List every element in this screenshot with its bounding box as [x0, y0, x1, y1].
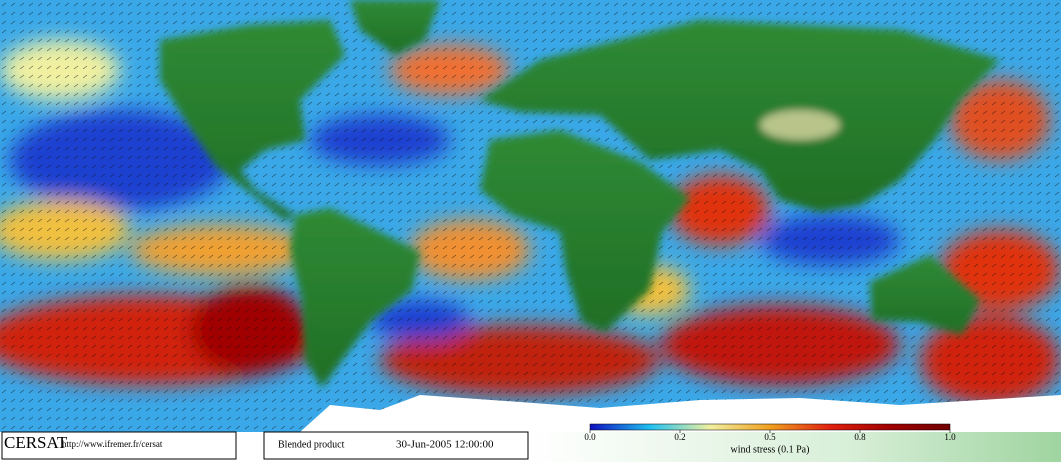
logo: CERSAT	[4, 433, 68, 452]
colorbar-tick-label: 0.2	[674, 432, 685, 442]
colorbar	[589, 423, 951, 431]
logo-box	[1, 431, 237, 460]
colorbar-tick-label: 0.0	[584, 432, 596, 442]
land-strip	[530, 432, 1061, 462]
colorbar-tick-label: 0.5	[764, 432, 776, 442]
date: 30-Jun-2005 12:00:00	[396, 439, 494, 451]
land	[160, 0, 1000, 388]
url: http://www.ifremer.fr/cersat	[62, 439, 163, 449]
product-box	[263, 431, 529, 460]
colorbar-tick-label: 0.8	[854, 432, 866, 442]
colorbar-tick-label: 1.0	[944, 432, 956, 442]
antarctica	[300, 395, 1061, 432]
colorbar-label: wind stress (0.1 Pa)	[731, 444, 810, 455]
product: Blended product	[278, 439, 345, 450]
